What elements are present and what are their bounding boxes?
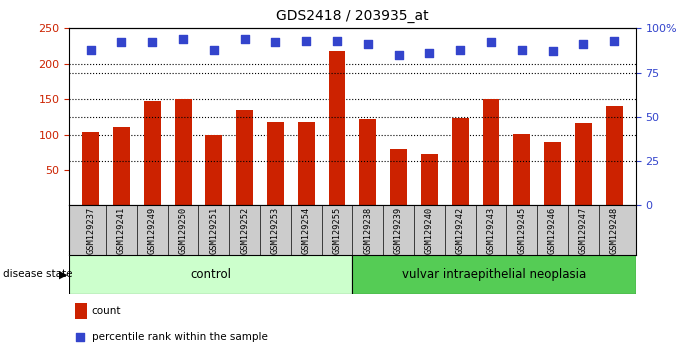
Point <box>424 50 435 56</box>
Text: GSM129253: GSM129253 <box>271 207 280 254</box>
Point <box>578 41 589 47</box>
Text: GSM129240: GSM129240 <box>425 207 434 254</box>
Text: GSM129250: GSM129250 <box>178 207 187 254</box>
Bar <box>452 118 468 205</box>
Text: ▶: ▶ <box>59 269 67 279</box>
Point <box>208 47 219 52</box>
Bar <box>513 134 530 205</box>
Bar <box>359 119 377 205</box>
Bar <box>175 99 191 205</box>
Point <box>516 47 527 52</box>
Text: control: control <box>190 268 231 281</box>
Bar <box>267 122 284 205</box>
Text: GSM129237: GSM129237 <box>86 207 95 254</box>
Bar <box>75 303 87 319</box>
Point <box>75 334 86 340</box>
Point <box>393 52 404 58</box>
Text: disease state: disease state <box>3 269 73 279</box>
Bar <box>236 110 253 205</box>
Point <box>547 48 558 54</box>
Bar <box>606 106 623 205</box>
Text: GSM129247: GSM129247 <box>579 207 588 254</box>
Text: count: count <box>92 306 121 316</box>
Bar <box>298 122 314 205</box>
Text: GSM129255: GSM129255 <box>332 207 341 254</box>
Bar <box>328 51 346 205</box>
Point <box>178 36 189 42</box>
Bar <box>575 123 591 205</box>
Bar <box>544 142 561 205</box>
Point <box>301 38 312 44</box>
Text: GSM129245: GSM129245 <box>518 207 527 254</box>
Text: GSM129251: GSM129251 <box>209 207 218 254</box>
Point <box>609 38 620 44</box>
Point <box>362 41 373 47</box>
Bar <box>69 255 352 294</box>
Text: GSM129252: GSM129252 <box>240 207 249 254</box>
Point <box>270 40 281 45</box>
Point <box>85 47 96 52</box>
Point <box>332 38 343 44</box>
Point <box>486 40 497 45</box>
Text: GSM129248: GSM129248 <box>609 207 618 254</box>
Text: GSM129242: GSM129242 <box>455 207 464 254</box>
Text: GSM129243: GSM129243 <box>486 207 495 254</box>
Point <box>146 40 158 45</box>
Text: GSM129238: GSM129238 <box>363 207 372 254</box>
Text: GSM129241: GSM129241 <box>117 207 126 254</box>
Text: GSM129249: GSM129249 <box>148 207 157 254</box>
Text: GSM129246: GSM129246 <box>548 207 557 254</box>
Bar <box>82 132 99 205</box>
Bar <box>205 135 223 205</box>
Text: GSM129254: GSM129254 <box>302 207 311 254</box>
Point <box>116 40 127 45</box>
Bar <box>352 255 636 294</box>
Bar <box>113 127 130 205</box>
Bar <box>421 154 438 205</box>
Point <box>239 36 250 42</box>
Title: GDS2418 / 203935_at: GDS2418 / 203935_at <box>276 9 428 23</box>
Text: GSM129239: GSM129239 <box>394 207 403 254</box>
Text: percentile rank within the sample: percentile rank within the sample <box>92 332 267 342</box>
Bar <box>482 99 500 205</box>
Bar <box>390 149 407 205</box>
Point <box>455 47 466 52</box>
Text: vulvar intraepithelial neoplasia: vulvar intraepithelial neoplasia <box>402 268 586 281</box>
Bar <box>144 101 161 205</box>
